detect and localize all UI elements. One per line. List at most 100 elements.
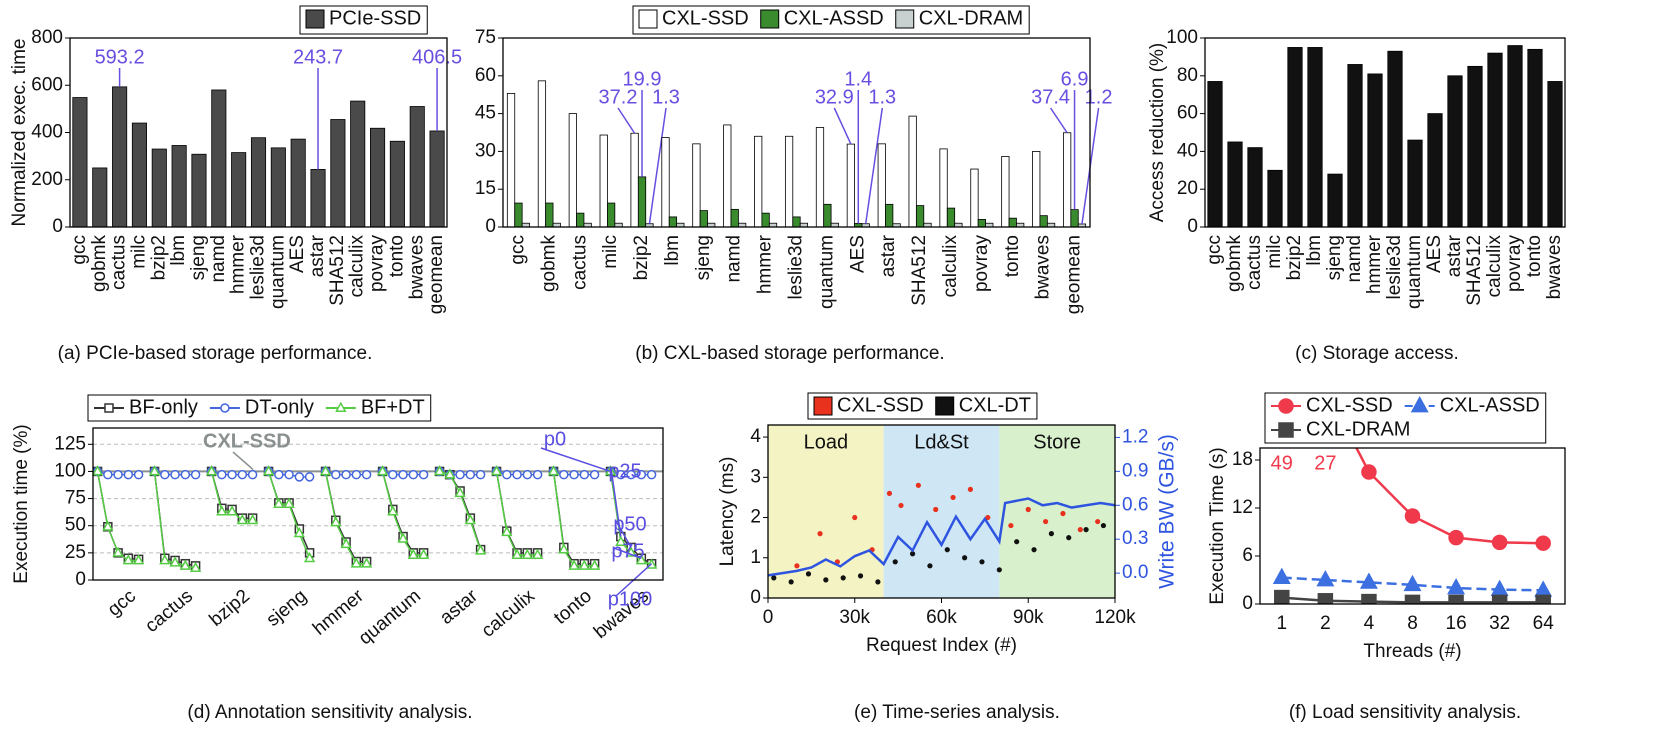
plot-frame [92,427,664,581]
y-tick-label: 0 [1242,593,1253,614]
x-tick-label: bwaves [1033,235,1054,299]
marker [501,525,513,537]
point [817,531,823,537]
bar [506,93,516,228]
x-tick-label: hmmer [755,234,776,294]
x-tick-label: calculix [1484,235,1505,298]
legend-swatch [638,9,658,29]
x-tick-label: tonto [1524,235,1545,277]
bar [1327,173,1343,228]
marker [615,535,627,546]
marker [635,554,648,565]
label-arrow [833,107,852,145]
x-tick-label: namd [208,235,229,283]
bar [877,143,886,228]
bar [1032,150,1041,228]
legend-label: CXL-ASSD [1440,394,1540,416]
region [999,425,1115,598]
marker [1359,572,1378,589]
bar [389,140,405,228]
x-tick-label: povray [971,235,992,293]
x-tick-label: milc [600,235,621,269]
marker [351,469,362,480]
bar [151,148,167,228]
x-tick-label: AES [1424,235,1445,273]
y-tick-label: 0 [1187,216,1198,237]
reference-arrow [232,451,254,470]
marker [646,469,657,480]
y-tick-label: 15 [475,178,496,199]
bar [576,212,585,228]
y-tick-label: 125 [54,433,86,454]
y-tick-label: 20 [1177,178,1198,199]
bar [1467,65,1483,228]
bar [1507,45,1523,228]
y-tick-label: 1 [750,547,761,568]
marker [319,465,332,476]
marker [547,465,560,476]
legend-label: CXL-SSD [837,394,924,416]
y2-tick-label: 1.2 [1122,426,1148,447]
bar [191,153,207,228]
x-tick-label: AES [287,235,308,273]
marker [330,516,342,527]
point [967,486,974,492]
x-tick-label: 0 [763,607,774,628]
y-tick-label: 100 [54,460,86,481]
point [915,482,921,488]
legend-label: BF-only [129,396,198,418]
point [840,575,846,581]
caption: (a) PCIe-based storage performance. [58,343,373,364]
bar [514,202,523,228]
marker [474,544,487,555]
annotation-arrow [613,547,642,559]
point [852,514,858,521]
x-tick-label: lbm [662,235,683,266]
y-tick-label: 30 [475,140,496,161]
point [875,579,881,585]
bar [1387,50,1403,228]
marker [407,548,420,559]
legend-label: BF+DT [361,396,425,418]
bar [599,134,608,228]
bar [1070,209,1079,228]
reference-label: CXL-SSD [203,430,291,452]
value-label: 37.4 [1031,86,1070,108]
value-label: 49 [1271,452,1293,474]
y-tick-label: 2 [750,507,761,528]
x-tick-label: gcc [69,235,90,265]
marker [226,505,238,516]
marker [376,465,389,476]
marker [455,469,465,480]
y-tick-label: 0 [750,587,761,608]
point [950,494,956,501]
marker [180,469,191,480]
legend-swatch [813,396,833,416]
region-label: Load [804,431,849,453]
x-tick-label: sjeng [188,235,209,280]
region-label: Store [1033,431,1081,453]
bar [1407,139,1423,228]
x-tick-label: gobmk [538,235,559,293]
point [1095,518,1101,525]
bar [637,176,647,228]
point [996,567,1002,573]
marker [569,469,579,480]
x-tick-label: SHA512 [1464,235,1485,306]
plot-frame [502,37,1091,228]
point [1048,531,1054,537]
region [883,425,1000,598]
caption: (c) Storage access. [1295,343,1459,364]
y-axis-label: Latency (ms) [717,457,738,567]
marker [1535,535,1551,551]
point [1077,527,1083,533]
bar [784,135,794,228]
marker [397,532,409,543]
marker [284,469,294,480]
bar [846,143,855,228]
bar [699,210,708,228]
region-label: Ld&St [914,431,969,453]
marker [246,513,259,525]
point [788,579,794,585]
legend-frame [87,394,432,422]
